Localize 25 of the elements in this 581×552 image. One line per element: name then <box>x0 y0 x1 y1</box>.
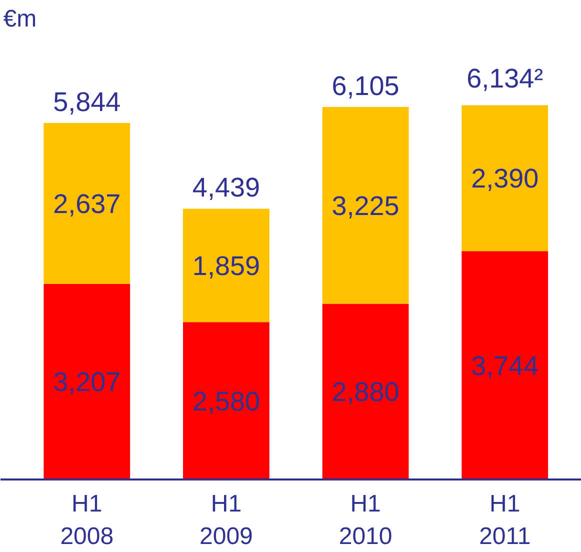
data-label: 3,207 <box>53 367 121 398</box>
x-tick-label: H1 2011 <box>479 490 531 550</box>
bar <box>44 122 130 284</box>
data-label: 3,225 <box>332 190 400 221</box>
x-tick-label: H1 2009 <box>200 490 253 550</box>
bar <box>183 322 270 480</box>
bar <box>322 107 409 304</box>
x-tick-label: H1 2008 <box>60 490 114 550</box>
bar <box>322 304 409 480</box>
bar <box>462 251 548 480</box>
data-label: 2,390 <box>471 164 539 194</box>
total-label: 4,439 <box>192 172 260 203</box>
x-tick-label: H1 2010 <box>338 490 392 550</box>
bar <box>183 208 270 322</box>
total-label: 5,844 <box>53 87 121 117</box>
total-label: 6,105 <box>332 71 400 102</box>
data-label: 2,580 <box>192 386 260 416</box>
y-axis-title: €m <box>3 5 37 32</box>
data-label: 2,637 <box>53 188 121 219</box>
bar <box>44 284 130 480</box>
total-label: 6,134² <box>466 63 544 94</box>
bar <box>462 105 548 252</box>
data-label: 2,880 <box>332 377 400 408</box>
data-label: 3,744 <box>471 350 539 381</box>
data-label: 1,859 <box>192 250 260 281</box>
